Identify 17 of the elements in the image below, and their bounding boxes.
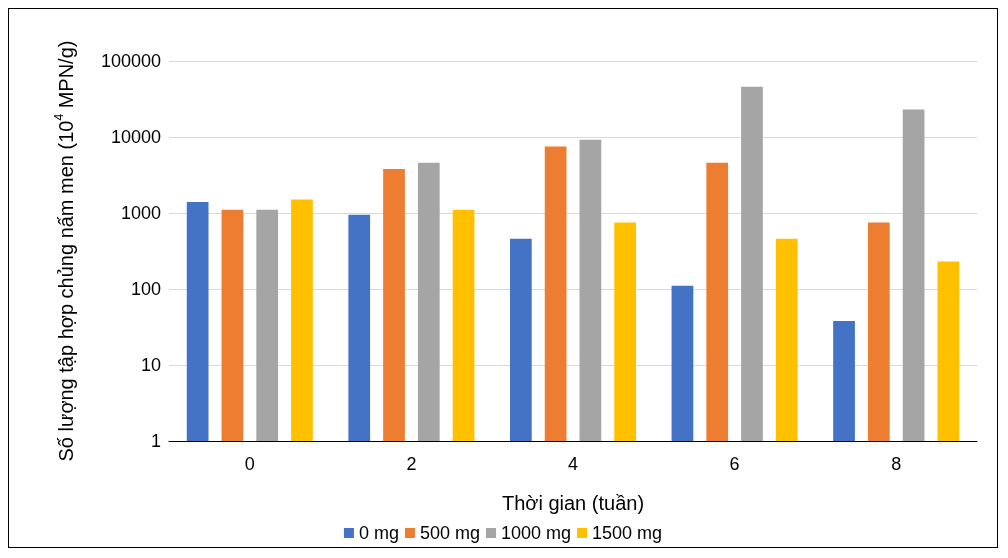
y-axis-title: Số lượng tập hợp chủng nấm men (104 MPN/g) [52,40,77,462]
y-tick-label: 10000 [110,127,161,147]
x-tick-label: 8 [891,454,902,474]
legend-label: 0 mg [358,523,399,543]
x-axis-title: Thời gian (tuần) [501,492,645,514]
y-tick-label: 100 [130,279,161,299]
x-tick-label: 6 [729,454,740,474]
legend-label: 1500 mg [592,523,663,543]
y-tick-label: 1 [150,431,161,451]
y-tick-label: 10 [140,355,161,375]
y-tick-label: 100000 [100,51,161,71]
y-tick-label: 1000 [120,203,161,223]
x-tick-label: 2 [406,454,417,474]
x-tick-label: 4 [567,454,579,474]
legend-label: 500 mg [419,523,480,543]
legend-label: 1000 mg [500,523,572,543]
x-tick-label: 0 [244,454,255,474]
